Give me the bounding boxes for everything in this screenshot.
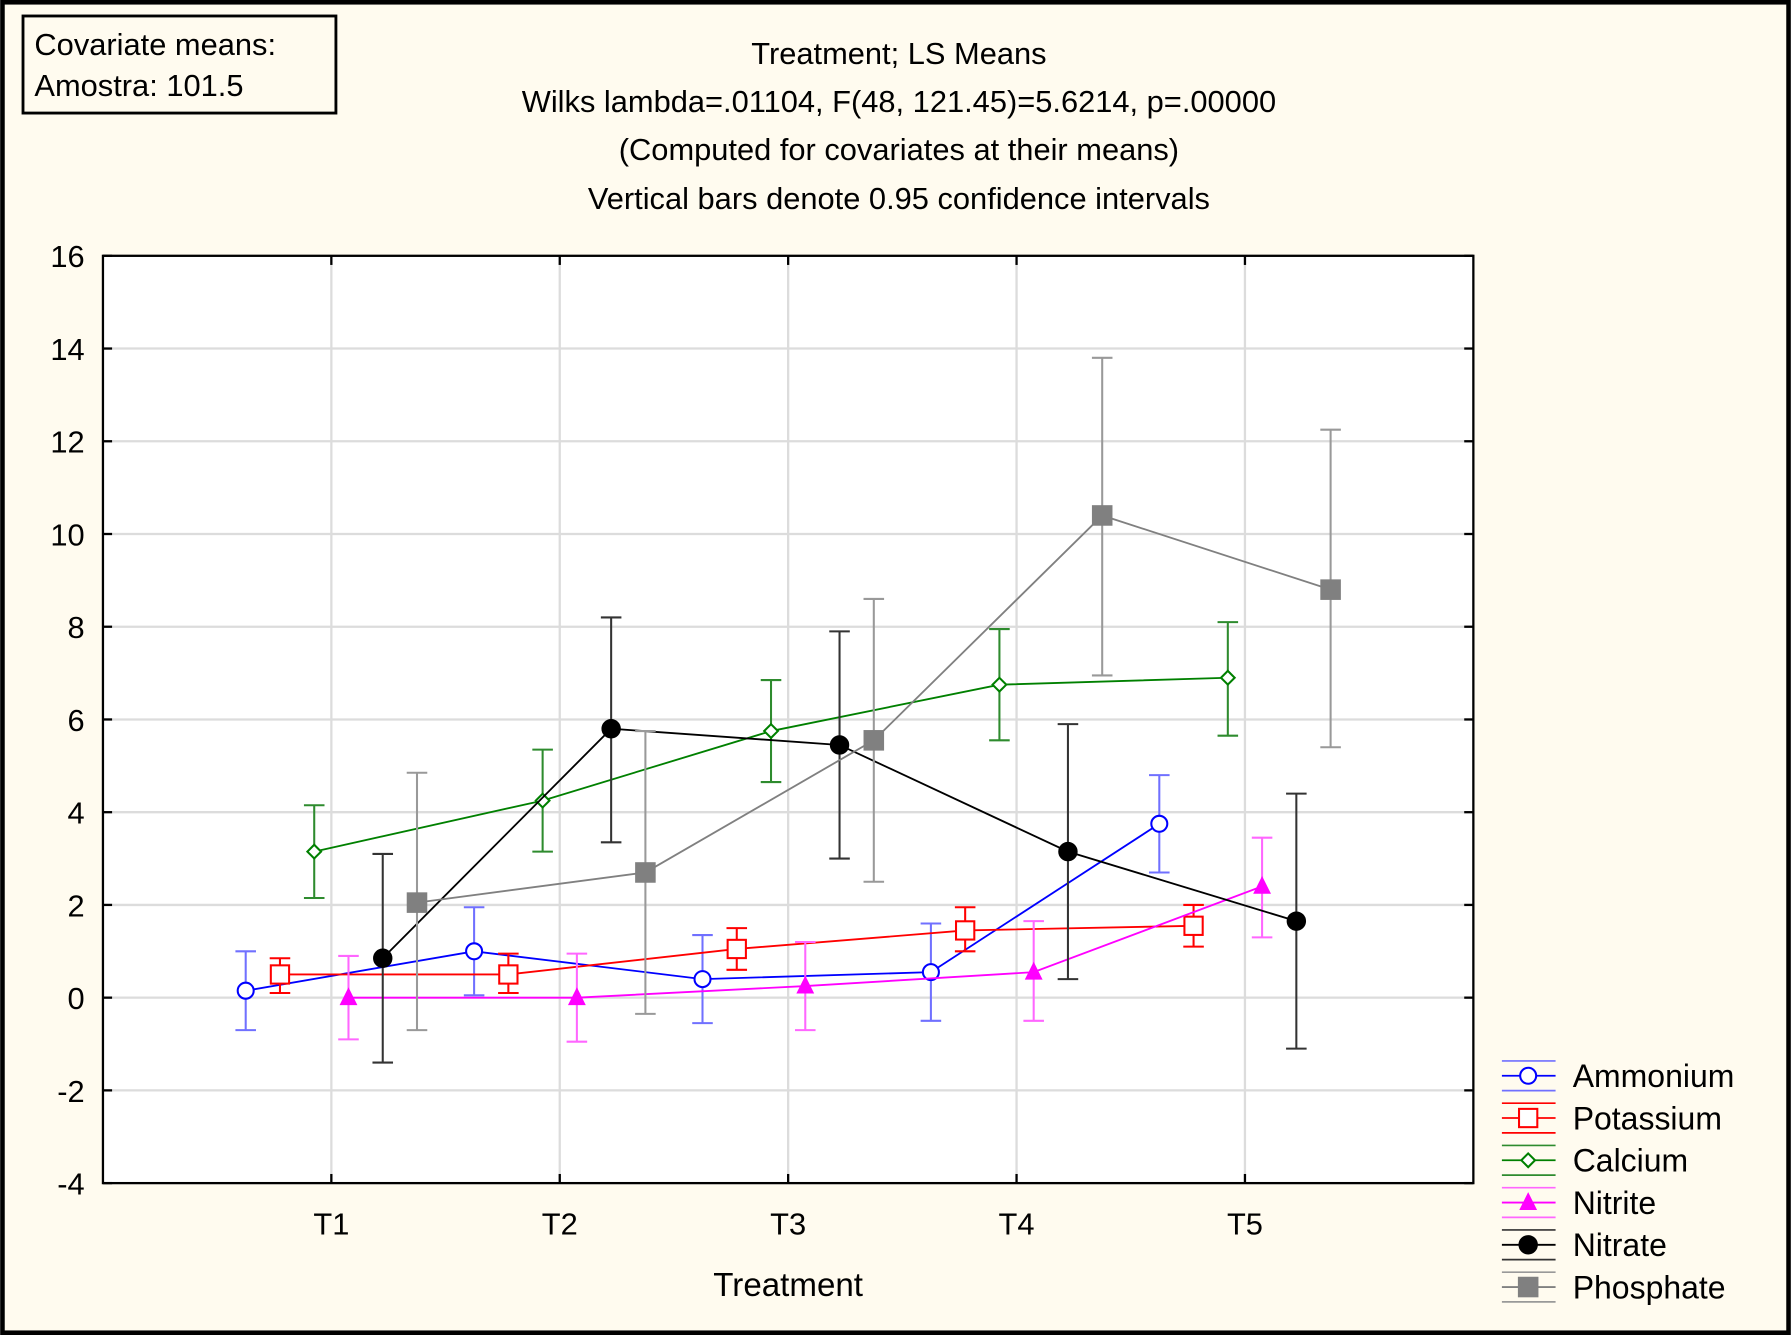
- x-tick-label: T5: [1227, 1207, 1263, 1242]
- legend-label: Ammonium: [1573, 1058, 1735, 1094]
- phosphate-point: [635, 862, 656, 883]
- phosphate-point: [863, 730, 885, 751]
- potassium-point: [954, 920, 976, 941]
- legend-item-ammonium: Ammonium: [1501, 1058, 1735, 1094]
- phosphate-point: [1320, 579, 1341, 600]
- legend-item-phosphate: Phosphate: [1501, 1269, 1726, 1305]
- potassium-point: [1183, 915, 1204, 936]
- y-tick-label: -4: [57, 1167, 84, 1202]
- y-tick-label: 8: [68, 610, 85, 645]
- nitrate-point: [373, 948, 393, 968]
- legend-marker-nitrate-icon: [1518, 1235, 1538, 1255]
- legend-label: Phosphate: [1573, 1269, 1726, 1305]
- plot-frame: [101, 254, 1475, 1185]
- title-line-1: Treatment; LS Means: [751, 36, 1046, 71]
- legend-marker-nitrite-icon: [1519, 1192, 1538, 1210]
- covariate-box-line-1: Covariate means:: [34, 27, 276, 62]
- nitrite-point: [1024, 961, 1043, 980]
- potassium-point: [269, 964, 291, 985]
- covariate-box-line-2: Amostra: 101.5: [34, 68, 243, 103]
- y-tick-label: -2: [57, 1074, 84, 1109]
- y-tick-label: 16: [50, 239, 84, 274]
- nitrite-point: [796, 975, 815, 994]
- series-nitrite: [338, 836, 1273, 1043]
- x-tick-label: T1: [313, 1207, 349, 1242]
- potassium-point: [726, 938, 747, 960]
- x-tick-label: T3: [770, 1207, 806, 1242]
- x-axis: T1 T2 T3 T4 T5: [313, 255, 1263, 1242]
- legend-item-potassium: Potassium: [1501, 1100, 1722, 1136]
- legend-item-calcium: Calcium: [1501, 1143, 1688, 1179]
- legend-label: Nitrate: [1573, 1227, 1667, 1263]
- legend: Ammonium Potassium Calcium Nitrite Nitrate Ph…: [1501, 1058, 1735, 1305]
- ammonium-point: [465, 942, 484, 961]
- nitrite-point: [567, 987, 586, 1006]
- covariate-box-frame: [21, 14, 338, 115]
- nitrite-point: [339, 987, 358, 1006]
- calcium-point: [534, 792, 551, 809]
- phosphate-point: [1091, 505, 1113, 526]
- legend-marker-potassium-icon: [1518, 1107, 1539, 1129]
- nitrate-point: [829, 735, 850, 755]
- chart-title: Treatment; LS Means Wilks lambda=.01104,…: [522, 36, 1276, 216]
- covariate-box: Covariate means: Amostra: 101.5: [21, 14, 338, 115]
- series-ammonium: [235, 774, 1170, 1032]
- potassium-point: [498, 964, 519, 985]
- ammonium-point: [236, 981, 255, 1000]
- y-axis: -4 -2 0 2 4 6 8 10 12 14 16: [50, 239, 1474, 1202]
- series-nitrate: [372, 616, 1307, 1064]
- y-tick-label: 12: [50, 425, 84, 460]
- legend-label: Potassium: [1573, 1100, 1722, 1136]
- x-axis-label: Treatment: [713, 1267, 863, 1304]
- legend-label: Nitrite: [1573, 1185, 1656, 1221]
- calcium-point: [1219, 669, 1237, 687]
- y-tick-label: 6: [68, 703, 85, 738]
- legend-marker-phosphate-icon: [1517, 1276, 1539, 1298]
- legend-item-nitrite: Nitrite: [1501, 1185, 1656, 1221]
- legend-marker-ammonium-icon: [1519, 1066, 1538, 1085]
- series-calcium: [303, 621, 1239, 899]
- calcium-point: [991, 676, 1008, 693]
- title-line-4: Vertical bars denote 0.95 confidence int…: [588, 181, 1210, 216]
- title-line-2: Wilks lambda=.01104, F(48, 121.45)=5.621…: [522, 84, 1276, 119]
- y-tick-label: 4: [68, 796, 85, 831]
- nitrate-point: [601, 719, 621, 739]
- calcium-point: [305, 843, 323, 860]
- nitrate-point: [1286, 911, 1307, 931]
- nitrate-point: [1058, 841, 1078, 862]
- legend-label: Calcium: [1573, 1143, 1688, 1179]
- ammonium-point: [1150, 814, 1169, 833]
- x-tick-label: T4: [999, 1207, 1035, 1242]
- ammonium-point: [693, 970, 712, 989]
- ammonium-point: [921, 963, 940, 982]
- phosphate-point: [406, 892, 428, 913]
- y-tick-label: 10: [50, 517, 84, 552]
- series-phosphate: [406, 356, 1341, 1032]
- series-potassium: [269, 903, 1204, 995]
- y-tick-label: 14: [50, 332, 84, 367]
- calcium-point: [762, 722, 780, 740]
- legend-item-nitrate: Nitrate: [1501, 1227, 1667, 1263]
- y-tick-label: 0: [68, 981, 85, 1016]
- x-tick-label: T2: [542, 1207, 578, 1242]
- legend-marker-calcium-icon: [1519, 1151, 1537, 1169]
- nitrite-point: [1253, 875, 1272, 894]
- y-tick-label: 2: [68, 888, 85, 923]
- series-group: [235, 356, 1341, 1064]
- title-line-3: (Computed for covariates at their means): [619, 132, 1179, 167]
